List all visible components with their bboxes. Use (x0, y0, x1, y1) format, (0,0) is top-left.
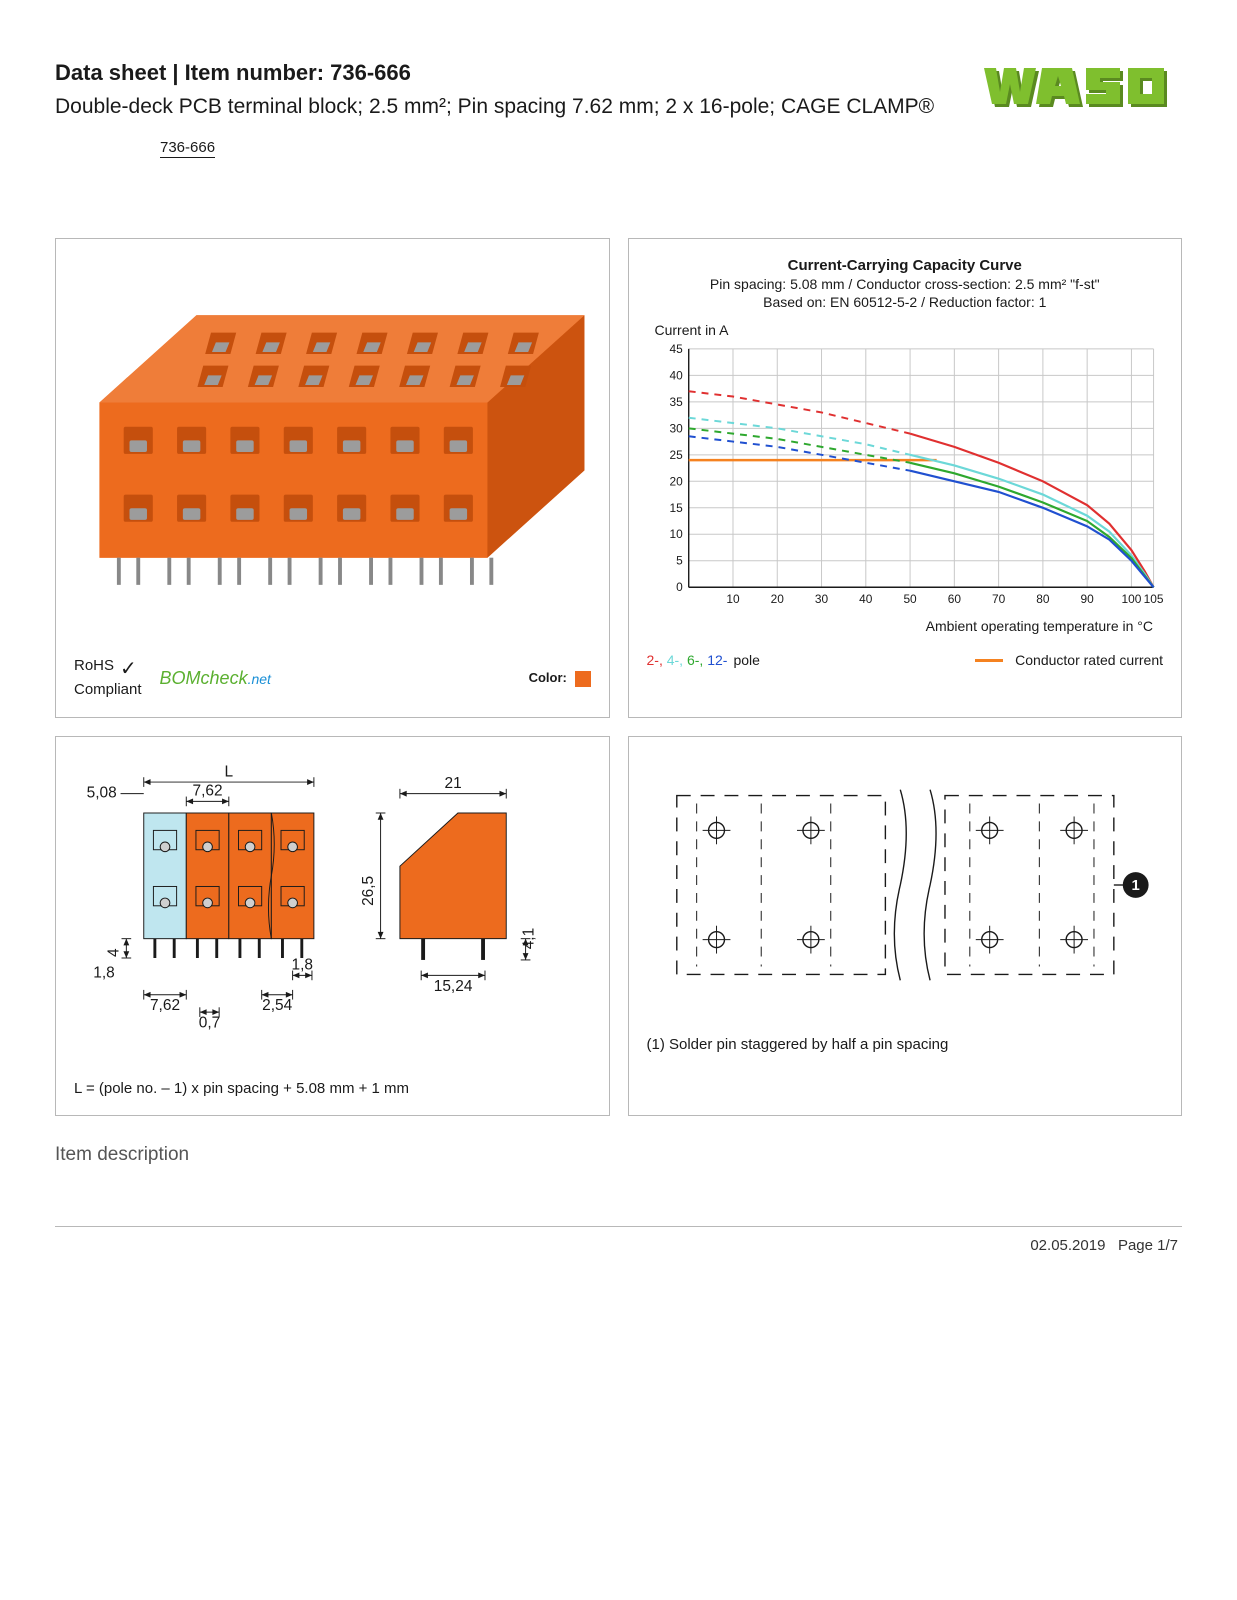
section-item-description: Item description (55, 1144, 1182, 1166)
svg-text:20: 20 (669, 475, 683, 489)
svg-text:70: 70 (991, 593, 1005, 607)
capacity-curve-panel: Current-Carrying Capacity Curve Pin spac… (628, 238, 1183, 718)
dimensions-formula: L = (pole no. – 1) x pin spacing + 5.08 … (74, 1070, 591, 1097)
color-label: Color: (529, 670, 591, 687)
title-prefix: Data sheet (55, 60, 166, 85)
conductor-line-swatch (975, 659, 1003, 662)
chart-x-label: Ambient operating temperature in °C (647, 618, 1164, 634)
color-label-text: Color: (529, 670, 567, 685)
footprint-panel: 1 (1) Solder pin staggered by half a pin… (628, 736, 1183, 1116)
color-swatch (575, 671, 591, 687)
rohs-text: RoHS (74, 657, 114, 674)
legend-pole-2: 2-, (647, 652, 667, 668)
svg-text:50: 50 (903, 593, 917, 607)
chart-subtitle-2: Based on: EN 60512-5-2 / Reduction facto… (647, 294, 1164, 310)
svg-text:15,24: 15,24 (434, 978, 473, 995)
svg-text:5,08: 5,08 (87, 785, 117, 802)
svg-text:45: 45 (669, 342, 683, 356)
rohs-compliant-text: Compliant (74, 681, 142, 698)
svg-text:7,62: 7,62 (193, 783, 223, 800)
svg-text:1,8: 1,8 (93, 965, 114, 982)
svg-text:4: 4 (106, 948, 123, 957)
datasheet-title: Data sheet | Item number: 736-666 (55, 60, 982, 86)
bom-net-text: .net (248, 671, 271, 687)
page-footer: 02.05.2019 Page 1/7 (55, 1237, 1182, 1254)
svg-text:105: 105 (1143, 593, 1163, 607)
svg-text:15: 15 (669, 501, 683, 515)
title-sep: | (166, 60, 184, 85)
svg-text:2,54: 2,54 (262, 998, 292, 1015)
svg-text:40: 40 (859, 593, 873, 607)
legend-conductor-text: Conductor rated current (1015, 652, 1163, 668)
svg-text:90: 90 (1080, 593, 1094, 607)
dimensions-panel: L 5,08 7,62 7,62 0,7 2,54 1,8 4 1,8 21 15,24 26,5 4,… (55, 736, 610, 1116)
svg-text:0,7: 0,7 (199, 1015, 220, 1032)
legend-pole-12: 12- (707, 652, 727, 668)
legend-pole-4: 4-, (667, 652, 687, 668)
svg-text:4,1: 4,1 (520, 928, 537, 949)
svg-text:10: 10 (726, 593, 740, 607)
legend-pole-6: 6-, (687, 652, 707, 668)
product-image-panel: RoHS ✓ Compliant BOMcheck.net Color: (55, 238, 610, 718)
svg-text:25: 25 (669, 448, 683, 462)
svg-text:100: 100 (1121, 593, 1141, 607)
capacity-chart: 0 5 10 15 20 25 30 35 40 45 10 20 30 40 50 60 70 80 90 1001… (647, 342, 1164, 612)
legend-pole-word: pole (733, 652, 759, 668)
wago-logo (982, 60, 1182, 108)
svg-text:21: 21 (444, 775, 461, 792)
bom-text: BOM (160, 668, 201, 688)
svg-text:L: L (225, 764, 234, 781)
footer-page: Page 1/7 (1118, 1237, 1178, 1254)
svg-text:80: 80 (1036, 593, 1050, 607)
svg-text:30: 30 (814, 593, 828, 607)
svg-text:30: 30 (669, 422, 683, 436)
svg-text:7,62: 7,62 (150, 998, 180, 1015)
header: Data sheet | Item number: 736-666 Double… (55, 60, 1182, 158)
product-illustration (74, 257, 591, 645)
chart-subtitle-1: Pin spacing: 5.08 mm / Conductor cross-s… (647, 276, 1164, 292)
svg-text:5: 5 (676, 554, 683, 568)
item-number-link[interactable]: 736-666 (160, 139, 215, 158)
footer-date: 02.05.2019 (1030, 1237, 1105, 1254)
chart-y-label: Current in A (655, 322, 1164, 338)
footer-divider (55, 1226, 1182, 1227)
bomcheck-text: check (201, 668, 248, 688)
check-icon: ✓ (120, 658, 137, 680)
svg-text:26,5: 26,5 (360, 876, 377, 906)
svg-text:35: 35 (669, 395, 683, 409)
chart-title: Current-Carrying Capacity Curve (647, 257, 1164, 274)
dimensions-drawing: L 5,08 7,62 7,62 0,7 2,54 1,8 4 1,8 21 15,24 26,5 4,… (74, 755, 591, 1045)
datasheet-subtitle: Double-deck PCB terminal block; 2.5 mm²;… (55, 92, 982, 121)
bomcheck-logo: BOMcheck.net (160, 668, 271, 689)
chart-legend: 2-, 4-, 6-, 12- pole Conductor rated cur… (647, 652, 1164, 668)
svg-text:10: 10 (669, 528, 683, 542)
footprint-drawing: 1 (647, 755, 1164, 1015)
svg-text:20: 20 (770, 593, 784, 607)
title-item: Item number: 736-666 (185, 60, 411, 85)
svg-text:40: 40 (669, 369, 683, 383)
svg-text:60: 60 (947, 593, 961, 607)
svg-text:0: 0 (676, 581, 683, 595)
svg-text:1: 1 (1131, 878, 1139, 894)
svg-text:1,8: 1,8 (292, 957, 313, 974)
footprint-note: (1) Solder pin staggered by half a pin s… (647, 1036, 1164, 1053)
rohs-badge: RoHS ✓ Compliant (74, 657, 142, 699)
